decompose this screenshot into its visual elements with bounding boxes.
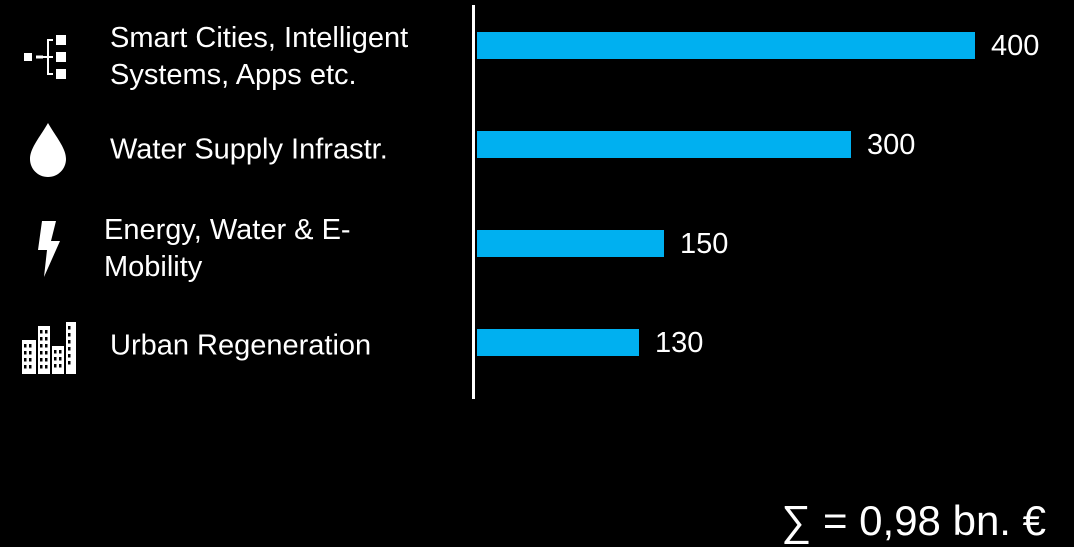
bar-value-label: 300 — [867, 129, 916, 161]
hierarchy-tree-icon — [18, 27, 78, 87]
category-row: Smart Cities, Intelligent Systems, Apps e… — [0, 12, 470, 102]
bar-value-label: 400 — [991, 30, 1040, 62]
category-row: Urban Regeneration — [0, 301, 470, 391]
total-annotation: ∑ = 0,98 bn. € — [781, 497, 1046, 544]
bar — [477, 329, 639, 356]
bar — [477, 131, 851, 158]
bar — [477, 32, 975, 59]
bar-value-label: 150 — [680, 228, 729, 260]
bar — [477, 230, 664, 257]
category-axis-line — [472, 5, 475, 399]
category-label: Smart Cities, Intelligent Systems, Apps e… — [110, 22, 409, 91]
category-label: Water Supply Infrastr. — [110, 133, 388, 166]
category-row: Energy, Water & E- Mobility — [0, 204, 470, 294]
city-buildings-icon — [18, 316, 78, 376]
category-label: Energy, Water & E- Mobility — [104, 214, 351, 283]
bar-value-label: 130 — [655, 327, 704, 359]
category-row: Water Supply Infrastr. — [0, 105, 470, 195]
lightning-bolt-icon — [18, 219, 78, 279]
water-drop-icon — [18, 120, 78, 180]
category-label: Urban Regeneration — [110, 329, 372, 362]
